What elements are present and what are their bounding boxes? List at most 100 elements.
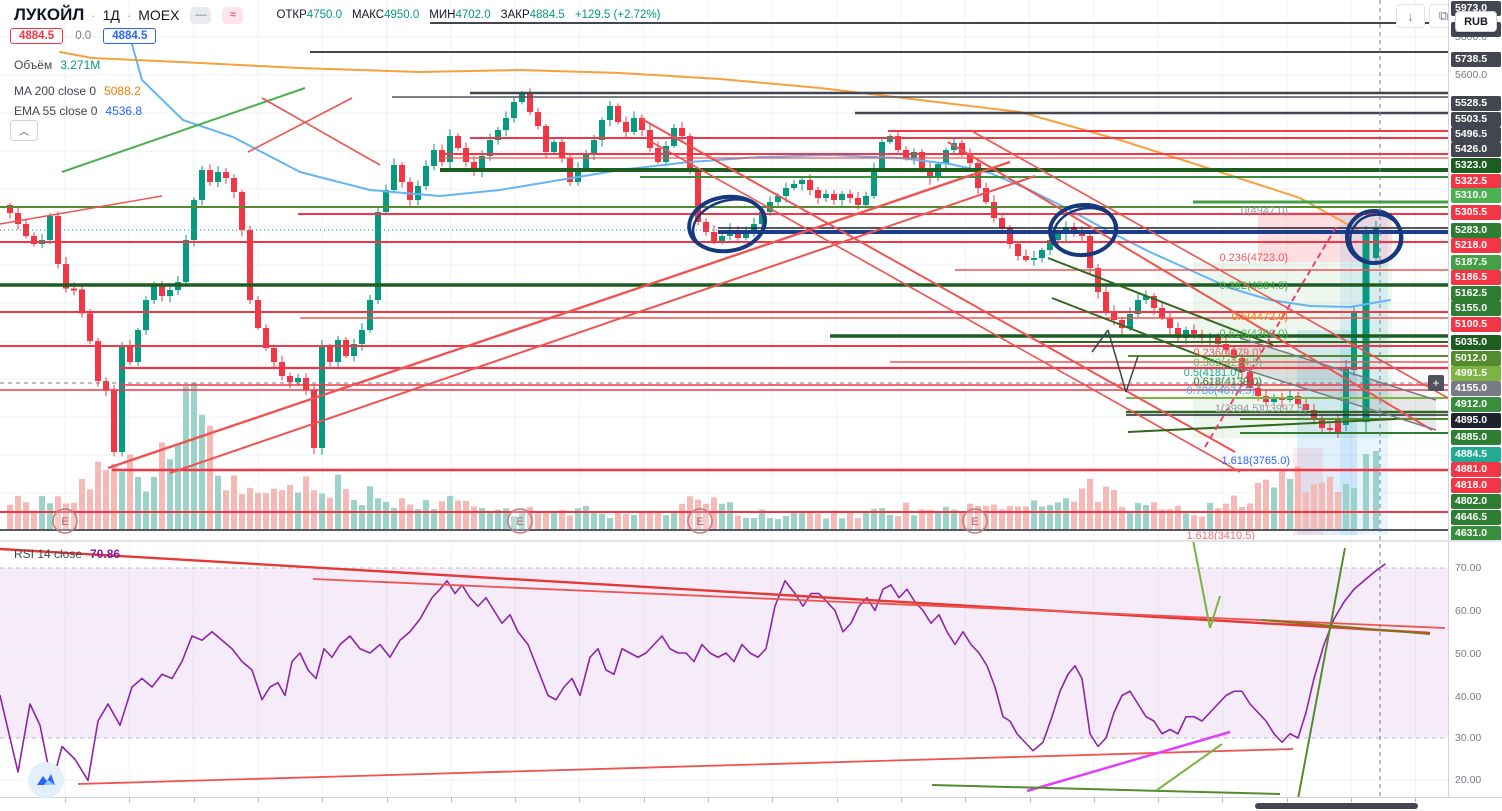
ema55-label: EMA 55 close 0: [14, 104, 98, 118]
time-tick: [1286, 798, 1288, 802]
pane-separator[interactable]: [0, 540, 1502, 542]
symbol-header[interactable]: ЛУКОЙЛ · 1Д · MOEX — ≈ ОТКР4750.0 МАКС49…: [14, 5, 661, 25]
close-label: ЗАКР: [500, 9, 530, 21]
ma200-label: MA 200 close 0: [14, 84, 97, 98]
svg-text:0(4947.0): 0(4947.0): [1241, 205, 1288, 217]
time-tick: [1158, 798, 1160, 802]
price-level-chip: 4631.0: [1451, 526, 1501, 541]
time-tick: [515, 798, 517, 802]
price-level-chip: 5155.0: [1451, 301, 1501, 316]
tradingview-logo[interactable]: [28, 762, 64, 798]
collapse-legend-button[interactable]: ︿: [10, 120, 38, 141]
svg-text:1(3997.5): 1(3997.5): [1260, 403, 1307, 415]
time-tick: [386, 798, 388, 802]
minimize-indicator-icon[interactable]: —: [190, 6, 212, 24]
low-value: 4702.0: [455, 9, 491, 21]
svg-text:0.5(4472.0): 0.5(4472.0): [1232, 311, 1288, 323]
scroll-to-recent-button[interactable]: ↓: [1396, 4, 1425, 28]
rsi-axis-label: 50.00: [1455, 648, 1482, 660]
time-axis[interactable]: [0, 797, 1502, 811]
high-value: 4950.0: [384, 9, 420, 21]
ohlc-row: ОТКР4750.0 МАКС4950.0 МИН4702.0 ЗАКР4884…: [276, 9, 660, 21]
rsi-axis-label: 40.00: [1455, 691, 1482, 703]
svg-text:0.618(4139.0): 0.618(4139.0): [1194, 376, 1263, 388]
fib-labels-layer: 0(4947.0) 0.236(4723.0) 0.382(4584.5) 0.5(4…: [1184, 205, 1307, 542]
price-level-chip: 5426.0: [1451, 142, 1501, 157]
currency-button[interactable]: RUB: [1455, 11, 1497, 32]
mountain-logo-icon: [37, 774, 55, 785]
svg-text:0.382(4584.5): 0.382(4584.5): [1220, 280, 1289, 292]
svg-text:0.236(4723.0): 0.236(4723.0): [1220, 252, 1289, 264]
rsi-value: 70.86: [90, 547, 121, 561]
svg-text:0.382(4224.5): 0.382(4224.5): [1194, 357, 1263, 369]
svg-text:0.786(4074.5): 0.786(4074.5): [1187, 385, 1256, 397]
time-tick: [129, 798, 131, 802]
time-tick: [65, 798, 66, 802]
time-tick: [643, 798, 645, 802]
price-level-chip: 5528.5: [1451, 96, 1501, 111]
time-tick: [193, 798, 195, 802]
price-scale[interactable]: RUB 5800.05600.05973.05856.55738.55528.5…: [1448, 0, 1502, 797]
svg-text:0.5(4181.0): 0.5(4181.0): [1184, 367, 1240, 379]
price-level-chip: 5322.5: [1451, 174, 1501, 189]
interval-label[interactable]: 1Д: [102, 7, 120, 23]
time-tick: [450, 798, 452, 802]
price-level-chip: 5218.0: [1451, 238, 1501, 253]
rsi-layer: [0, 539, 1448, 800]
wave-indicator-icon[interactable]: ≈: [222, 6, 244, 24]
price-level-chip: 4912.0: [1451, 397, 1501, 412]
price-level-chip: 5503.5: [1451, 112, 1501, 127]
time-tick: [708, 798, 709, 802]
svg-text:E: E: [971, 516, 978, 528]
price-level-chip: 4646.5: [1451, 510, 1501, 525]
svg-text:1.618(3765.0): 1.618(3765.0): [1222, 455, 1291, 467]
svg-text:E: E: [516, 516, 523, 528]
rsi-axis-label: 30.00: [1455, 732, 1482, 744]
open-label: ОТКР: [276, 9, 307, 21]
separator-dot: ·: [91, 7, 96, 23]
volume-legend-row[interactable]: Объём 3.271M: [14, 58, 100, 72]
horizontal-lines-layer: [0, 22, 1448, 531]
annotation-circles-layer: [687, 194, 1404, 265]
crosshair-plus-badge: +: [1428, 375, 1444, 391]
volume-layer: [7, 382, 1379, 530]
price-level-chip: 4895.0: [1451, 413, 1501, 428]
time-tick: [900, 798, 902, 802]
rsi-axis-label: 70.00: [1455, 562, 1482, 574]
exchange-label[interactable]: MOEX: [138, 7, 180, 23]
ma200-value: 5088.2: [104, 84, 141, 98]
crosshair-layer: [0, 0, 1448, 797]
price-level-chip: 5100.5: [1451, 317, 1501, 332]
time-tick: [1415, 798, 1417, 802]
svg-text:0.618(4360.0): 0.618(4360.0): [1220, 328, 1289, 340]
ema55-value: 4536.8: [105, 104, 143, 118]
time-tick: [579, 798, 581, 802]
time-tick: [1029, 798, 1031, 802]
rsi-axis-label: 20.00: [1455, 774, 1482, 786]
rsi-label: RSI 14 close: [14, 547, 83, 561]
price-level-chip: 5738.5: [1451, 52, 1501, 67]
bid-ask-row: 4884.5 0.0 4884.5: [10, 28, 157, 44]
separator-dot: ·: [126, 7, 132, 23]
ema55-legend-row[interactable]: EMA 55 close 0 4536.8: [14, 104, 142, 118]
price-level-chip: 4802.0: [1451, 494, 1501, 509]
price-level-chip: 5310.0: [1451, 188, 1501, 203]
symbol-name[interactable]: ЛУКОЙЛ: [14, 5, 85, 24]
trend-lines-layer: [0, 87, 1449, 474]
rsi-axis-label: 60.00: [1455, 605, 1482, 617]
svg-text:E: E: [61, 516, 68, 528]
change-value: +129.5 (+2.72%): [574, 9, 661, 21]
price-level-chip: 4818.0: [1451, 478, 1501, 493]
time-tick: [1222, 798, 1224, 802]
ma200-legend-row[interactable]: MA 200 close 0 5088.2: [14, 84, 141, 98]
price-level-chip: 4884.5: [1451, 447, 1501, 462]
price-level-chip: 4885.0: [1451, 430, 1501, 445]
sell-price-button[interactable]: 4884.5: [10, 28, 64, 44]
time-tick: [1093, 798, 1095, 802]
time-scrollbar[interactable]: [1255, 803, 1418, 809]
low-label: МИН: [429, 9, 456, 21]
rsi-legend-row[interactable]: RSI 14 close 70.86: [14, 547, 120, 561]
price-level-chip: 5283.0: [1451, 223, 1501, 238]
buy-price-button[interactable]: 4884.5: [103, 28, 157, 44]
